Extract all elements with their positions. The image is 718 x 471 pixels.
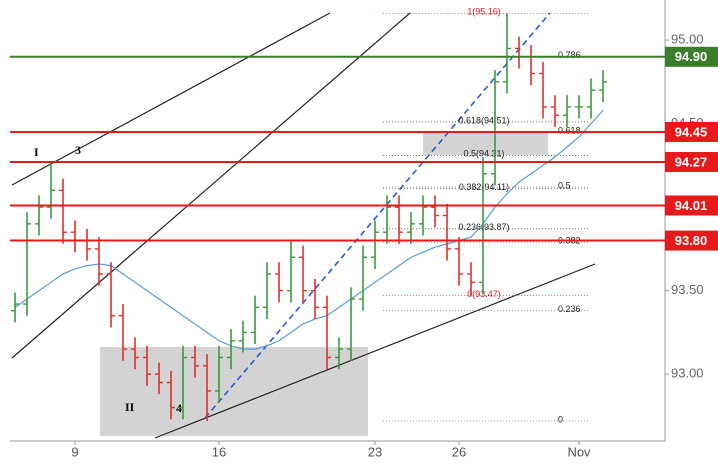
- level-tag: [665, 230, 718, 251]
- x-tick-label: 26: [452, 444, 466, 459]
- y-tick-label: 93.00: [671, 366, 704, 381]
- trend-line: [11, 12, 331, 186]
- trend-line: [204, 12, 551, 419]
- fib-label: 0: [558, 414, 563, 424]
- x-tick-label: 9: [71, 444, 78, 459]
- fib-label: 0.236(93.87): [458, 222, 509, 232]
- x-tick-label: 16: [212, 444, 226, 459]
- level-label: 94.90: [675, 49, 708, 64]
- level-tag: [665, 195, 718, 216]
- y-tick-label: 93.50: [671, 282, 704, 297]
- trend-line: [154, 263, 596, 439]
- annotation: II: [125, 400, 135, 414]
- moving-average: [14, 109, 604, 350]
- level-tag: [665, 46, 718, 67]
- trend-line: [11, 12, 411, 359]
- fib-label: 0.236: [558, 304, 581, 314]
- level-tag: [665, 152, 718, 173]
- zone-box: [423, 133, 548, 155]
- fib-label: 0.382(94.11): [459, 182, 509, 192]
- level-label: 94.45: [675, 124, 708, 139]
- level-label: 93.80: [675, 233, 708, 248]
- fib-label: 0.618: [558, 125, 581, 135]
- level-tag: [665, 121, 718, 142]
- fib-label: 0.618(94.51): [458, 115, 509, 125]
- zone-box: [100, 347, 368, 436]
- fib-label: 1(95.16): [467, 7, 501, 17]
- level-label: 94.27: [675, 154, 708, 169]
- annotation: I: [34, 145, 39, 159]
- level-label: 94.01: [675, 198, 708, 213]
- y-tick-label: 95.00: [671, 32, 704, 47]
- fib-label: 0(93.47): [467, 289, 501, 299]
- annotation: 3: [75, 143, 81, 157]
- x-tick-label: Nov: [567, 444, 591, 459]
- fib-label: 0.5(94.31): [463, 149, 504, 159]
- fib-label: 0.786: [558, 50, 581, 60]
- fib-label: 0.5: [558, 180, 571, 190]
- x-tick-label: 23: [368, 444, 382, 459]
